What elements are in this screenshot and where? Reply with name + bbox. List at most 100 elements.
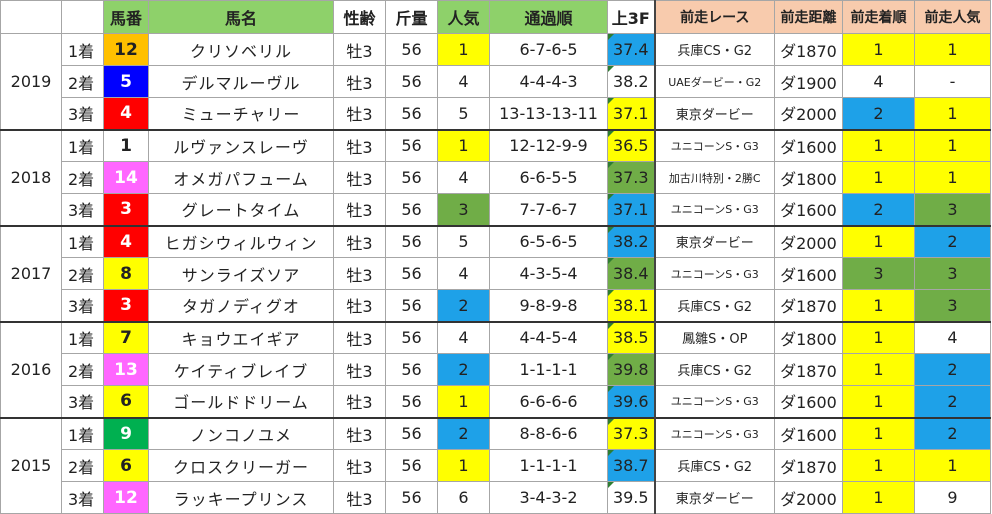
horse-name-cell: ヒガシウィルウィン — [148, 224, 334, 258]
prev-distance-cell: ダ1600 — [774, 193, 843, 226]
horse-name-cell: サンライズソア — [148, 257, 334, 290]
weight-cell: 56 — [385, 320, 438, 354]
popularity-cell: 4 — [437, 65, 490, 98]
last-3f-cell: 39.6 — [607, 385, 656, 418]
prev-race-cell: ユニコーンS・G3 — [654, 257, 775, 290]
year-cell: 2015 — [0, 416, 62, 514]
horse-name-cell: ルヴァンスレーヴ — [148, 128, 334, 162]
table-row: 3着 3 グレートタイム 牡3 56 3 7-7-6-7 37.1 ユニコーンS・G3 ダ1600… — [1, 193, 991, 226]
prev-distance-cell: ダ1870 — [774, 289, 843, 322]
sex-age-cell: 牡3 — [333, 353, 386, 386]
weight-cell: 56 — [385, 65, 438, 98]
prev-rank-cell: 1 — [842, 416, 915, 450]
table-row: 3着 6 ゴールドドリーム 牡3 56 1 6-6-6-6 39.6 ユニコーンS・G3 ダ160… — [1, 385, 991, 418]
table-row: 2016 1着 7 キョウエイギア 牡3 56 4 4-4-5-4 38.5 鳳雛S・OP ダ180… — [0, 320, 991, 418]
passing-order-cell: 6-6-6-6 — [489, 385, 608, 418]
prev-rank-cell: 1 — [842, 385, 915, 418]
sex-age-cell: 牡3 — [333, 320, 386, 354]
popularity-cell: 4 — [437, 320, 490, 354]
horse-number-cell: 12 — [103, 481, 149, 514]
horse-number-cell: 9 — [103, 416, 149, 450]
popularity-cell: 6 — [437, 481, 490, 514]
year-cell: 2018 — [0, 128, 62, 226]
passing-order-cell: 3-4-3-2 — [489, 481, 608, 514]
prev-rank-cell: 1 — [842, 33, 915, 66]
place-cell: 3着 — [61, 193, 104, 226]
passing-order-cell: 1-1-1-1 — [489, 353, 608, 386]
horse-number-cell: 1 — [103, 128, 149, 162]
prev-popularity-cell: 2 — [914, 224, 991, 258]
sex-age-cell: 牡3 — [333, 193, 386, 226]
passing-order-cell: 9-8-9-8 — [489, 289, 608, 322]
prev-rank-cell: 1 — [842, 161, 915, 194]
header-zen-kyori: 前走距離 — [774, 0, 843, 34]
passing-order-cell: 4-3-5-4 — [489, 257, 608, 290]
header-seirei: 性齢 — [333, 0, 386, 34]
weight-cell: 56 — [385, 416, 438, 450]
sex-age-cell: 牡3 — [333, 449, 386, 482]
prev-rank-cell: 1 — [842, 289, 915, 322]
table-row: 2019 1着 12 クリソベリル 牡3 56 1 6-7-6-5 37.4 兵庫CS・G2 ダ18… — [0, 33, 991, 130]
horse-number-cell: 14 — [103, 161, 149, 194]
place-cell: 2着 — [61, 353, 104, 386]
weight-cell: 56 — [385, 97, 438, 130]
horse-name-cell: ミューチャリー — [148, 97, 334, 130]
prev-distance-cell: ダ1600 — [774, 257, 843, 290]
horse-number-cell: 3 — [103, 193, 149, 226]
passing-order-cell: 7-7-6-7 — [489, 193, 608, 226]
weight-cell: 56 — [385, 224, 438, 258]
prev-race-cell: 兵庫CS・G2 — [654, 449, 775, 482]
passing-order-cell: 13-13-13-11 — [489, 97, 608, 130]
horse-number-cell: 6 — [103, 385, 149, 418]
popularity-cell: 4 — [437, 161, 490, 194]
place-cell: 2着 — [61, 449, 104, 482]
prev-race-cell: ユニコーンS・G3 — [654, 416, 775, 450]
horse-name-cell: キョウエイギア — [148, 320, 334, 354]
prev-race-cell: 鳳雛S・OP — [654, 320, 775, 354]
prev-rank-cell: 3 — [842, 257, 915, 290]
sex-age-cell: 牡3 — [333, 224, 386, 258]
place-cell: 3着 — [61, 481, 104, 514]
passing-order-cell: 6-5-6-5 — [489, 224, 608, 258]
prev-popularity-cell: 1 — [914, 161, 991, 194]
header-row: 馬番 馬名 性齢 斤量 人気 通過順 上3F 前走レース 前走距離 前走着順 前… — [0, 0, 991, 34]
prev-distance-cell: ダ1800 — [774, 161, 843, 194]
weight-cell: 56 — [385, 449, 438, 482]
last-3f-cell: 38.5 — [607, 320, 656, 354]
prev-rank-cell: 1 — [842, 320, 915, 354]
weight-cell: 56 — [385, 257, 438, 290]
table-row: 2017 1着 4 ヒガシウィルウィン 牡3 56 5 6-5-6-5 38.2 東京ダービー ダ2… — [0, 224, 991, 322]
horse-name-cell: ケイティブレイブ — [148, 353, 334, 386]
header-zen-chaku: 前走着順 — [842, 0, 915, 34]
header-bamei: 馬名 — [148, 0, 334, 34]
prev-popularity-cell: 1 — [914, 97, 991, 130]
horse-number-cell: 8 — [103, 257, 149, 290]
table-row: 3着 4 ミューチャリー 牡3 56 5 13-13-13-11 37.1 東京ダービー ダ200… — [1, 97, 991, 130]
prev-distance-cell: ダ1900 — [774, 65, 843, 98]
last-3f-cell: 39.8 — [607, 353, 656, 386]
place-cell: 3着 — [61, 97, 104, 130]
horse-number-cell: 4 — [103, 97, 149, 130]
prev-distance-cell: ダ1600 — [774, 385, 843, 418]
sex-age-cell: 牡3 — [333, 161, 386, 194]
prev-race-cell: UAEダービー・G2 — [654, 65, 775, 98]
prev-race-cell: 兵庫CS・G2 — [654, 289, 775, 322]
last-3f-cell: 38.1 — [607, 289, 656, 322]
weight-cell: 56 — [385, 385, 438, 418]
header-agari: 上3F — [607, 0, 656, 34]
popularity-cell: 1 — [437, 33, 490, 66]
prev-popularity-cell: 2 — [914, 353, 991, 386]
last-3f-cell: 37.3 — [607, 161, 656, 194]
passing-order-cell: 4-4-5-4 — [489, 320, 608, 354]
prev-popularity-cell: - — [914, 65, 991, 98]
sex-age-cell: 牡3 — [333, 481, 386, 514]
table-row: 2着 5 デルマルーヴル 牡3 56 4 4-4-4-3 38.2 UAEダービー・G2 ダ190… — [1, 65, 991, 98]
last-3f-cell: 36.5 — [607, 128, 656, 162]
prev-distance-cell: ダ1600 — [774, 416, 843, 450]
prev-race-cell: 東京ダービー — [654, 224, 775, 258]
sex-age-cell: 牡3 — [333, 416, 386, 450]
place-cell: 1着 — [61, 416, 104, 450]
prev-race-cell: ユニコーンS・G3 — [654, 128, 775, 162]
horse-number-cell: 6 — [103, 449, 149, 482]
